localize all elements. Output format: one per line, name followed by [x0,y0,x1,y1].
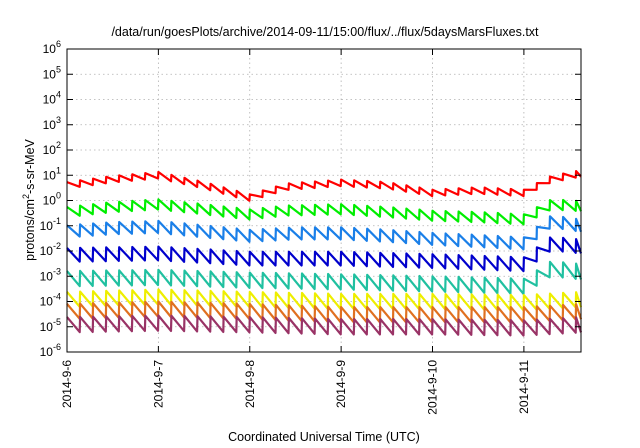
x-tick-label: 2014-9-10 [426,360,440,415]
series-line-4 [66,236,583,273]
y-tick-label: 10-1 [40,216,61,233]
y-tick-label: 10-5 [40,317,61,334]
series-line-7 [66,300,583,324]
y-tick-label: 102 [43,140,61,157]
y-tick-label: 10-3 [40,266,61,283]
y-tick-label: 101 [43,165,61,182]
chart-title: /data/run/goesPlots/archive/2014-09-11/1… [111,25,539,39]
x-tick-label: 2014-9-6 [60,360,74,408]
y-axis-label: protons/cm2-s-sr-MeV [21,138,37,260]
series-line-5 [66,260,583,295]
y-tick-label: 103 [43,115,61,132]
series-line-8 [66,314,583,337]
x-axis-label: Coordinated Universal Time (UTC) [228,430,420,444]
y-tick-label: 106 [43,39,61,56]
x-tick-label: 2014-9-11 [517,360,531,414]
series-line-3 [66,215,583,251]
plot-frame [66,48,582,353]
y-tick-label: 10-6 [40,342,61,359]
y-tick-label: 10-2 [40,241,61,258]
x-tick-label: 2014-9-7 [151,360,165,408]
x-tick-label: 2014-9-9 [334,360,348,408]
y-tick-labels: 10-6 10-5 10-4 10-3 10-2 10-1 100 101 102 103 104 1… [40,39,61,359]
x-tick-label: 2014-9-8 [243,360,257,408]
y-tick-label: 10-4 [40,292,61,309]
series-line-1 [66,170,582,202]
x-tick-labels: 2014-9-6 2014-9-7 2014-9-8 2014-9-9 2014-9-1… [60,360,531,415]
y-tick-label: 104 [43,90,61,107]
series-line-2 [66,198,582,226]
y-tick-label: 105 [43,64,61,81]
y-tick-label: 100 [43,191,61,208]
series-group [66,170,583,337]
